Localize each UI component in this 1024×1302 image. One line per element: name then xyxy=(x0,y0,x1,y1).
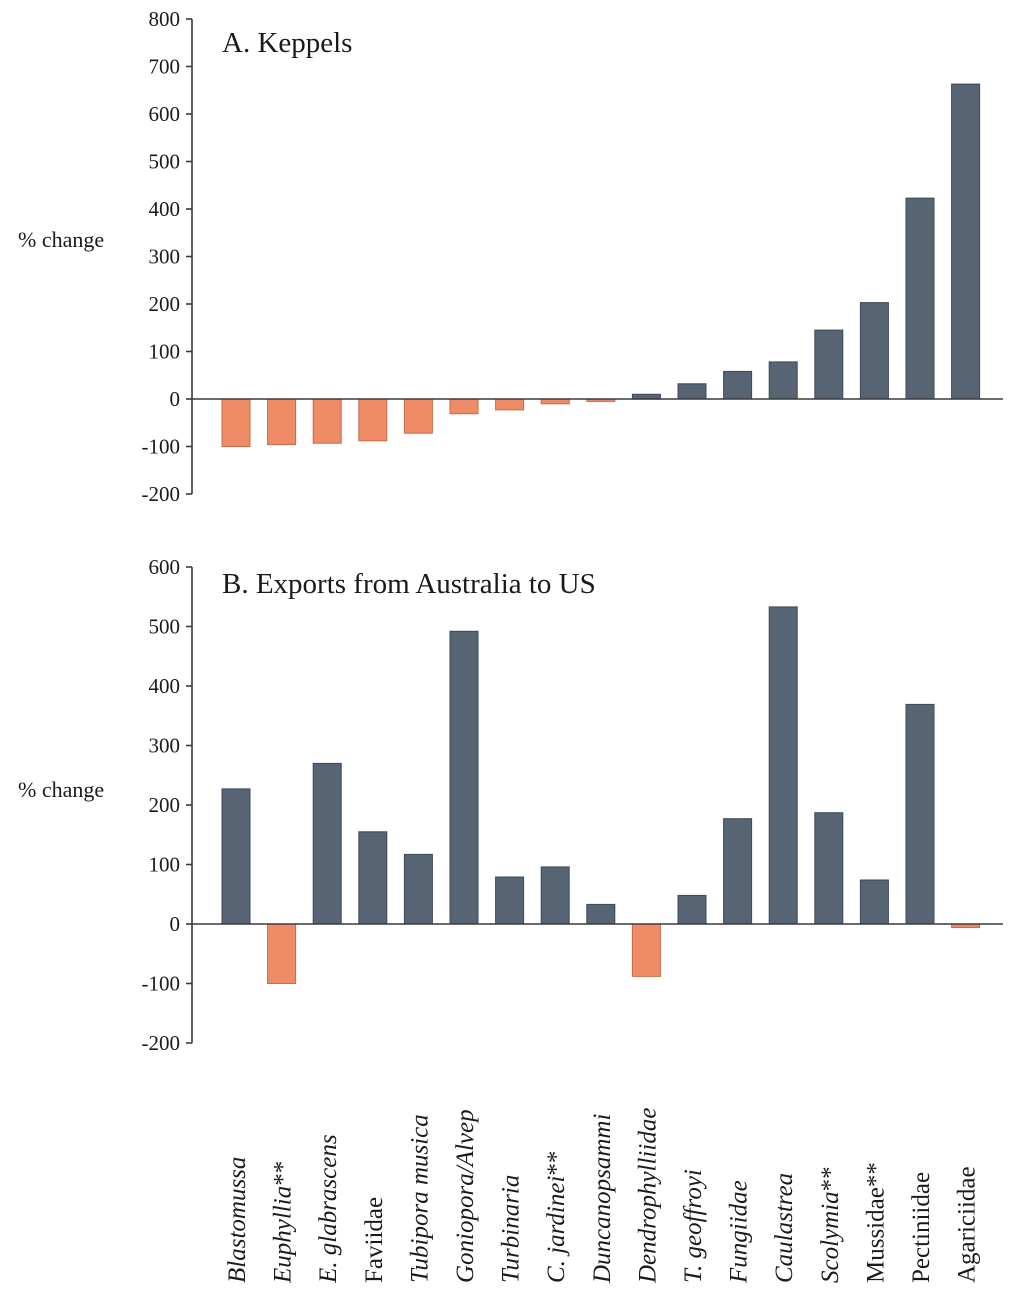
category-name: Turbinaria xyxy=(498,1175,525,1283)
panel-title: B. Exports from Australia to US xyxy=(222,568,596,600)
category-name: Duncanopsammi xyxy=(589,1114,616,1284)
y-tick-label: 400 xyxy=(149,674,181,698)
category-name: Euphyllia xyxy=(270,1186,297,1284)
y-axis-label: % change xyxy=(18,227,104,252)
category-label: Tubipora musica xyxy=(406,1114,433,1283)
category-label: Mussidae** xyxy=(862,1162,889,1283)
category-name: Agariciidae xyxy=(954,1166,981,1283)
y-tick-label: -100 xyxy=(142,972,181,996)
y-tick-label: 500 xyxy=(149,615,181,639)
bar-tubipora-musica xyxy=(403,853,433,925)
category-label: Scolymia** xyxy=(817,1166,844,1283)
category-label: E. glabrascens xyxy=(315,1134,342,1284)
y-tick-label: 300 xyxy=(149,734,181,758)
bar-euphyllia xyxy=(267,398,297,446)
category-name: Fungiidae xyxy=(726,1180,753,1284)
y-tick-label: 600 xyxy=(149,555,181,579)
category-label: C. jardinei** xyxy=(543,1151,570,1283)
y-tick-label: 400 xyxy=(149,197,181,221)
y-tick-label: -200 xyxy=(142,1031,181,1055)
y-tick-label: 100 xyxy=(149,340,181,364)
panel-a-keppels: -200 -100 0 100 200 300 400 500 600 700 800 % chang… xyxy=(18,7,1003,506)
bar-caulastrea xyxy=(768,606,798,925)
category-name: Scolymia xyxy=(817,1191,844,1283)
significance-marker: ** xyxy=(270,1161,297,1186)
category-label: Faviidae xyxy=(361,1197,388,1283)
bar-euphyllia xyxy=(267,923,297,984)
category-name: Caulastrea xyxy=(771,1173,798,1283)
bar-e-glabrascens xyxy=(312,398,342,444)
bar-caulastrea xyxy=(768,361,798,400)
bar-fungiidae xyxy=(723,818,753,925)
category-label: Fungiidae xyxy=(726,1180,753,1284)
significance-marker: ** xyxy=(862,1162,889,1187)
significance-marker: ** xyxy=(817,1166,844,1191)
y-tick-label: 800 xyxy=(149,7,181,31)
y-tick-label: 600 xyxy=(149,102,181,126)
category-label: Euphyllia** xyxy=(270,1161,297,1284)
bar-t-geoffroyi xyxy=(677,894,707,925)
bar-blastomussa xyxy=(221,398,251,447)
y-tick-label: 200 xyxy=(149,292,181,316)
bar-goniopora-alvep xyxy=(449,630,479,925)
category-label: Pectiniidae xyxy=(908,1172,935,1283)
category-name: Faviidae xyxy=(361,1197,388,1283)
category-name: T. geoffroyi xyxy=(680,1169,707,1283)
bar-t-geoffroyi xyxy=(677,383,707,400)
category-label: Dendrophylliidae xyxy=(634,1108,661,1284)
y-tick-label: 100 xyxy=(149,853,181,877)
bar-fungiidae xyxy=(723,370,753,400)
y-tick-label: 0 xyxy=(170,387,181,411)
bar-faviidae xyxy=(358,398,388,442)
panel-b-exports: -200 -100 0 100 200 300 400 500 600 % change B. Ex… xyxy=(18,555,1003,1055)
bar-mussidae xyxy=(859,302,889,400)
y-tick-label: 200 xyxy=(149,793,181,817)
category-label: Turbinaria xyxy=(498,1175,525,1283)
bar-e-glabrascens xyxy=(312,762,342,925)
category-name: C. jardinei xyxy=(543,1176,570,1283)
panel-title: A. Keppels xyxy=(222,27,352,59)
category-name: Goniopora/Alvep xyxy=(452,1109,479,1283)
significance-marker: ** xyxy=(543,1151,570,1176)
bar-pectiniidae xyxy=(905,197,935,400)
category-name: Tubipora musica xyxy=(406,1114,433,1283)
bar-duncanopsammi xyxy=(586,903,616,925)
category-label: T. geoffroyi xyxy=(680,1169,707,1283)
category-labels: Blastomussa Euphyllia** E. glabrascens Favi… xyxy=(224,1108,981,1284)
bar-turbinaria xyxy=(495,398,525,411)
y-tick-label: 500 xyxy=(149,150,181,174)
category-name: E. glabrascens xyxy=(315,1134,342,1284)
bar-goniopora-alvep xyxy=(449,398,479,415)
y-tick-label: 300 xyxy=(149,245,181,269)
bar-tubipora-musica xyxy=(403,398,433,434)
bar-pectiniidae xyxy=(905,703,935,925)
category-label: Goniopora/Alvep xyxy=(452,1109,479,1283)
bar-turbinaria xyxy=(495,876,525,925)
bar-blastomussa xyxy=(221,788,251,925)
category-label: Caulastrea xyxy=(771,1173,798,1283)
bar-c-jardinei xyxy=(540,866,570,925)
y-axis-label: % change xyxy=(18,777,104,802)
bar-scolymia xyxy=(814,329,844,400)
bar-agariciidae xyxy=(951,83,981,400)
category-name: Blastomussa xyxy=(224,1157,251,1283)
category-name: Pectiniidae xyxy=(908,1172,935,1283)
y-tick-label: -100 xyxy=(142,435,181,459)
category-label: Blastomussa xyxy=(224,1157,251,1283)
bar-dendrophylliidae xyxy=(631,923,661,977)
y-tick-label: 0 xyxy=(170,912,181,936)
y-tick-label: -200 xyxy=(142,482,181,506)
y-tick-label: 700 xyxy=(149,55,181,79)
category-name: Dendrophylliidae xyxy=(634,1108,661,1284)
category-name: Mussidae xyxy=(862,1187,889,1283)
bar-scolymia xyxy=(814,812,844,925)
bar-mussidae xyxy=(859,879,889,925)
bar-faviidae xyxy=(358,831,388,925)
category-label: Duncanopsammi xyxy=(589,1114,616,1284)
category-label: Agariciidae xyxy=(954,1166,981,1283)
